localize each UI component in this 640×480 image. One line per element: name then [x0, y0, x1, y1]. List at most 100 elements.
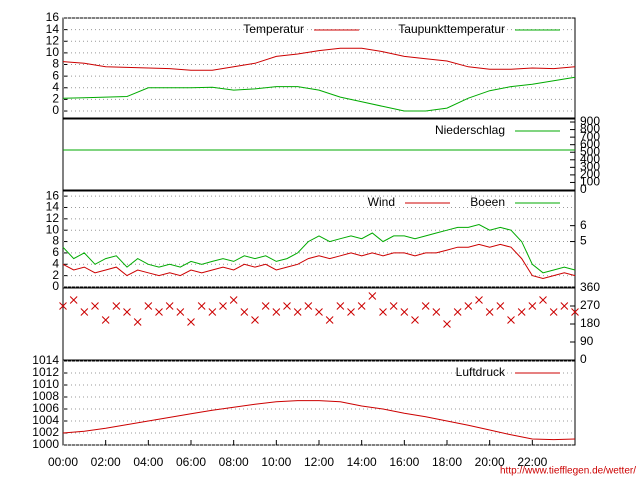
y-tick-label: 0 — [52, 103, 59, 117]
point-marker — [325, 316, 334, 324]
point-marker — [91, 302, 99, 310]
x-tick-label: 02:00 — [91, 455, 121, 469]
point-marker — [496, 302, 505, 310]
point-marker — [368, 292, 377, 300]
x-tick-label: 14:00 — [347, 455, 377, 469]
y-tick-label: 12 — [46, 211, 60, 225]
y-tick-label: 10 — [46, 45, 60, 59]
point-marker — [219, 302, 227, 310]
point-marker — [165, 302, 174, 310]
legend-label: Wind — [368, 195, 395, 209]
x-tick-label: 10:00 — [261, 455, 291, 469]
point-marker — [560, 302, 569, 310]
y-tick-label: 1014 — [32, 353, 59, 367]
y-tick-label: 10 — [46, 222, 60, 236]
point-marker — [176, 308, 185, 316]
y-tick-label: 1004 — [32, 413, 59, 427]
point-marker — [59, 302, 67, 310]
legend-label: Taupunkttemperatur — [398, 22, 505, 36]
point-marker — [304, 302, 313, 310]
point-marker — [133, 318, 142, 326]
y-tick-label: 14 — [46, 22, 60, 36]
x-tick-label: 22:00 — [517, 455, 547, 469]
x-tick-label: 20:00 — [475, 455, 505, 469]
y-tick-label: 1008 — [32, 389, 59, 403]
point-marker — [389, 302, 398, 310]
x-tick-label: 00:00 — [48, 455, 78, 469]
point-marker — [421, 302, 430, 310]
series-line — [62, 76, 576, 112]
source-link: http://www.tiefflegen.de/wetter/ — [500, 466, 636, 477]
x-tick-label: 04:00 — [133, 455, 163, 469]
point-marker — [400, 308, 409, 316]
y-tick-label: 300 — [580, 160, 600, 174]
point-marker — [411, 316, 419, 324]
point-marker — [293, 308, 302, 316]
y-tick-label: 16 — [46, 10, 60, 24]
point-marker — [229, 296, 238, 304]
point-marker — [197, 302, 206, 310]
y-tick-label: 400 — [580, 152, 600, 166]
series-line — [62, 47, 576, 71]
y-tick-label: 180 — [580, 316, 600, 330]
y-tick-label: 8 — [52, 234, 59, 248]
legend-label: Temperatur — [243, 22, 304, 36]
point-marker — [357, 302, 366, 310]
point-marker — [517, 308, 526, 316]
y-tick-label: 1000 — [32, 437, 59, 451]
y-tick-label: 16 — [46, 188, 60, 202]
y-tick-label: 6 — [52, 68, 59, 82]
legend-label: Luftdruck — [456, 365, 506, 379]
x-tick-label: 08:00 — [219, 455, 249, 469]
y-tick-label: 6 — [580, 218, 587, 232]
point-marker — [336, 302, 345, 310]
point-marker — [464, 302, 473, 310]
point-marker — [443, 320, 451, 328]
x-tick-label: 18:00 — [432, 455, 462, 469]
point-marker — [112, 302, 121, 310]
panel-frame — [62, 118, 576, 191]
series-line — [62, 400, 576, 441]
point-marker — [379, 308, 387, 316]
series-line — [62, 243, 576, 280]
y-tick-label: 1010 — [32, 377, 59, 391]
point-marker — [432, 308, 441, 316]
point-marker — [453, 308, 462, 316]
point-marker — [155, 308, 163, 316]
point-marker — [251, 316, 259, 324]
point-marker — [144, 302, 153, 310]
point-marker — [240, 308, 249, 316]
y-tick-label: 5 — [580, 234, 587, 248]
series-line — [62, 223, 576, 274]
y-tick-label: 90 — [580, 334, 594, 348]
y-tick-label: 600 — [580, 137, 600, 151]
y-tick-label: 360 — [580, 280, 600, 294]
point-marker — [485, 308, 494, 316]
y-tick-label: 12 — [46, 33, 60, 47]
point-marker — [101, 316, 110, 324]
y-tick-label: 1006 — [32, 401, 59, 415]
point-marker — [261, 302, 270, 310]
y-tick-label: 200 — [580, 167, 600, 181]
y-tick-label: 270 — [580, 298, 600, 312]
y-tick-label: 4 — [52, 80, 59, 94]
y-tick-label: 0 — [580, 352, 587, 366]
x-tick-label: 06:00 — [176, 455, 206, 469]
point-marker — [571, 308, 579, 316]
y-tick-label: 8 — [52, 57, 59, 71]
legend-label: Niederschlag — [435, 123, 505, 137]
y-tick-label: 2 — [52, 268, 59, 282]
y-tick-label: 0 — [52, 279, 59, 293]
y-tick-label: 4 — [52, 256, 59, 270]
y-tick-label: 1012 — [32, 365, 59, 379]
x-tick-label: 16:00 — [389, 455, 419, 469]
point-marker — [208, 308, 217, 316]
y-tick-label: 14 — [46, 200, 60, 214]
point-marker — [549, 308, 558, 316]
point-marker — [283, 302, 291, 310]
point-marker — [69, 296, 78, 304]
y-tick-label: 2 — [52, 92, 59, 106]
y-tick-label: 500 — [580, 144, 600, 158]
point-marker — [507, 316, 515, 324]
